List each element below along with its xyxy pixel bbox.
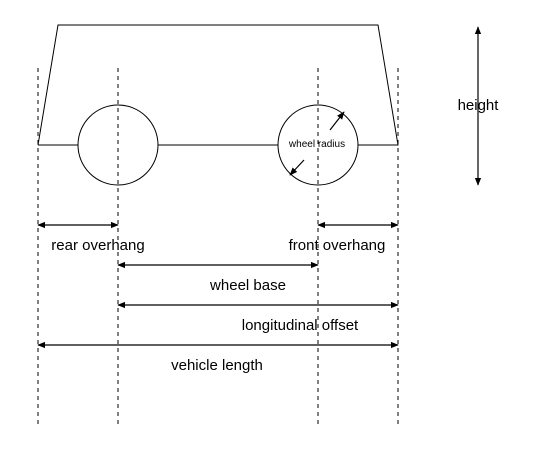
rear-overhang-label: rear overhang — [51, 237, 144, 254]
wheel-radius-arrow-down — [290, 160, 304, 175]
vehicle-length-label: vehicle length — [171, 357, 263, 374]
vehicle-body-outline — [38, 25, 398, 145]
front-overhang-label: front overhang — [289, 237, 386, 254]
height-label: height — [458, 97, 500, 114]
wheel-radius-arrow-up — [330, 112, 344, 130]
wheel-radius-label: wheel radius — [288, 139, 345, 150]
wheel-base-label: wheel base — [209, 277, 286, 294]
longitudinal-offset-label: longitudinal offset — [242, 317, 359, 334]
